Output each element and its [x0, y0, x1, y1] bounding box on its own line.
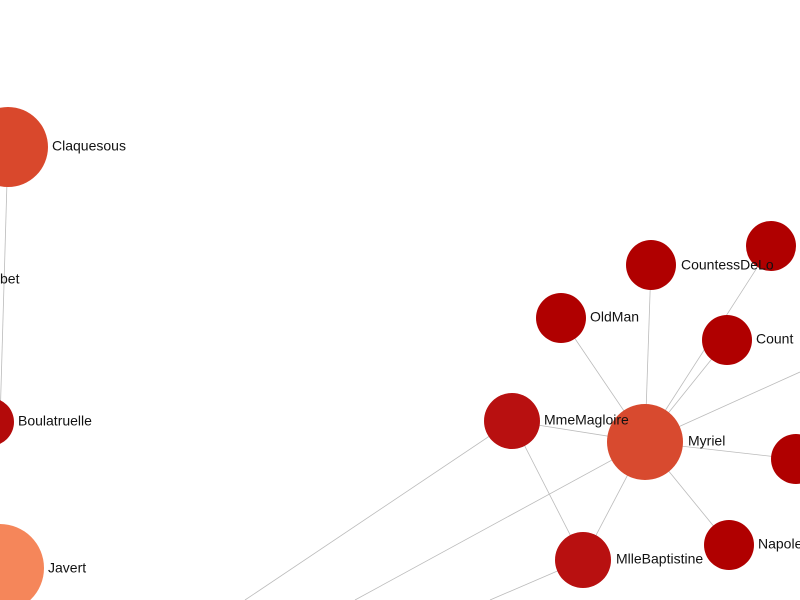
node[interactable]: [555, 532, 611, 588]
node-label: Count: [756, 331, 793, 347]
node[interactable]: [0, 524, 44, 600]
node[interactable]: [484, 393, 540, 449]
node-label: MmeMagloire: [544, 412, 629, 428]
node[interactable]: [607, 404, 683, 480]
node[interactable]: [702, 315, 752, 365]
node-label: CountessDeLo: [681, 257, 774, 273]
node[interactable]: [746, 221, 796, 271]
node-label: OldMan: [590, 309, 639, 325]
node-label: Napole: [758, 536, 800, 552]
node[interactable]: [0, 398, 14, 446]
node-label: Claquesous: [52, 138, 126, 154]
node-label: bet: [0, 271, 20, 287]
edge: [0, 146, 9, 423]
node-label: MlleBaptistine: [616, 551, 703, 567]
node[interactable]: [771, 434, 800, 484]
edge: [244, 420, 513, 600]
node[interactable]: [704, 520, 754, 570]
node-label: Boulatruelle: [18, 413, 92, 429]
node[interactable]: [626, 240, 676, 290]
edge: [354, 441, 646, 600]
nodes: [0, 107, 800, 600]
node-label: Myriel: [688, 433, 725, 449]
node[interactable]: [0, 107, 48, 187]
edges: [0, 146, 800, 600]
node[interactable]: [536, 293, 586, 343]
labels: Claquesous bet Boulatruelle Javert MmeMa…: [0, 138, 800, 576]
node-label: Javert: [48, 560, 86, 576]
